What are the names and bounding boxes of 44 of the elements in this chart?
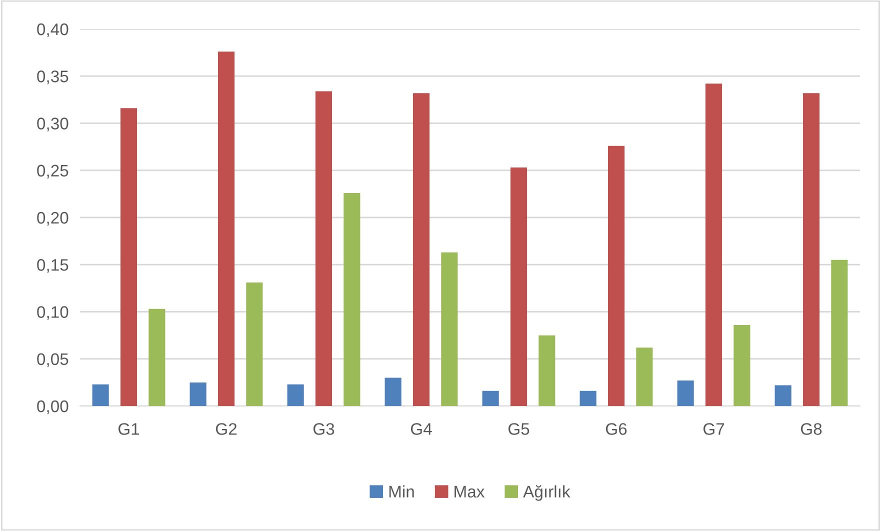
x-tick-label: G8 (800, 423, 822, 435)
bar (246, 282, 263, 406)
bar (580, 390, 596, 406)
y-tick-label: 0,30 (37, 118, 68, 132)
x-tick-label: G3 (313, 423, 334, 435)
bar (190, 382, 206, 406)
y-tick-label: 0,00 (37, 400, 68, 414)
bar (218, 52, 235, 406)
bar (315, 91, 332, 406)
bar (287, 384, 304, 406)
bar (412, 93, 430, 406)
bar (441, 252, 458, 406)
bar (344, 192, 360, 406)
bar (705, 84, 722, 406)
x-tick-label: G2 (216, 423, 237, 435)
x-tick-label: G5 (508, 423, 530, 435)
y-tick-label: 0,25 (37, 164, 68, 179)
bar (92, 384, 109, 406)
bar (538, 335, 556, 406)
x-tick-label: G4 (410, 423, 432, 435)
bar (148, 308, 166, 406)
bar (636, 348, 653, 406)
bar (774, 385, 792, 406)
bar (482, 390, 499, 406)
bar (734, 324, 750, 406)
y-tick-label: 0,20 (37, 212, 68, 226)
bar (677, 380, 694, 406)
y-tick-label: 0,40 (37, 23, 68, 38)
x-tick-label: G1 (118, 423, 140, 435)
legend-label: Ağırlık (523, 485, 570, 501)
y-tick-label: 0,15 (37, 259, 68, 273)
bar (831, 260, 848, 406)
legend-label: Max (454, 486, 485, 498)
bar (802, 93, 820, 406)
bar (384, 378, 402, 406)
y-tick-label: 0,05 (37, 353, 68, 368)
legend-label: Min (389, 485, 414, 498)
bar (608, 146, 625, 406)
x-tick-label: G6 (606, 423, 627, 435)
y-tick-label: 0,10 (37, 306, 68, 320)
bar (120, 108, 138, 406)
x-tick-label: G7 (703, 423, 724, 435)
bar (510, 168, 528, 406)
y-tick-label: 0,35 (37, 70, 68, 84)
